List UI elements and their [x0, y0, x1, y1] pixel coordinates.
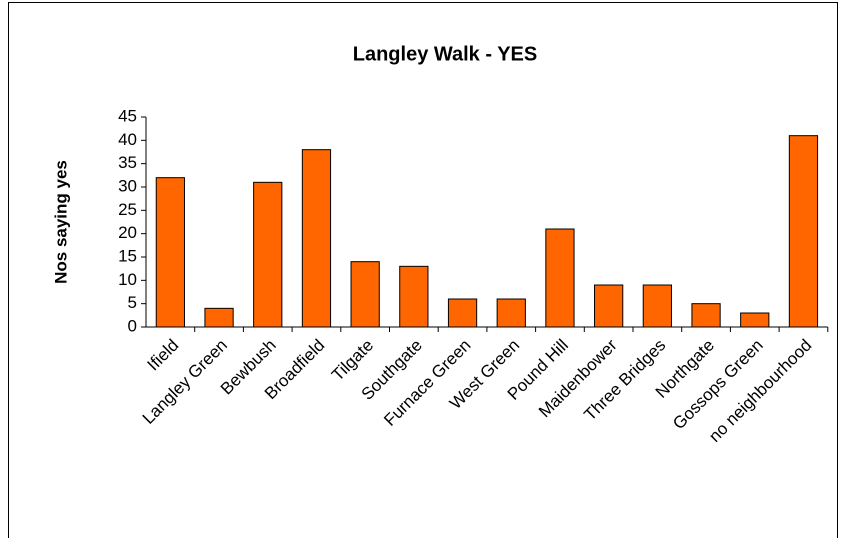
y-tick-label: 40 [118, 130, 137, 149]
y-tick-label: 0 [128, 316, 137, 335]
bar [788, 135, 819, 328]
bar [740, 312, 770, 328]
bar [642, 284, 672, 328]
bar [447, 298, 478, 328]
chart-title: Langley Walk - YES [353, 43, 538, 65]
y-tick-label: 20 [118, 223, 137, 242]
bar [301, 149, 332, 328]
bar [594, 284, 624, 328]
bar [155, 177, 185, 328]
y-tick-label: 45 [118, 106, 137, 125]
bar [496, 298, 526, 328]
bar [545, 228, 575, 328]
bar [399, 265, 429, 328]
bar [691, 303, 721, 328]
y-tick-label: 35 [118, 153, 137, 172]
y-tick-label: 30 [118, 176, 137, 195]
bar [253, 181, 283, 328]
y-tick-label: 15 [118, 246, 137, 265]
y-tick-label: 10 [118, 270, 137, 289]
y-axis-label: Nos saying yes [51, 160, 70, 284]
bar [204, 307, 234, 328]
y-tick-label: 5 [128, 293, 137, 312]
y-tick-label: 25 [118, 200, 137, 219]
bar [350, 261, 380, 328]
